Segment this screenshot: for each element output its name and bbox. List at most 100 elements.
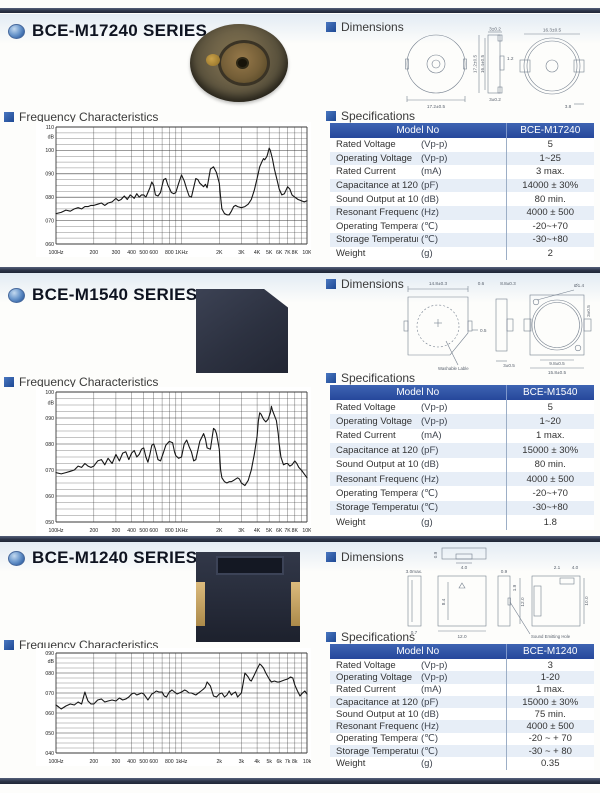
dim-label: 16.4±0.5 — [480, 55, 485, 74]
spec-value: 1~20 — [505, 414, 594, 429]
spec-row: Capacitance at 120Hz(pF) 15000 ± 30% — [330, 443, 594, 458]
spec-value: 15000 ± 30% — [505, 695, 594, 709]
dim-label: 15.8±0.5 — [548, 370, 567, 375]
svg-text:2k: 2k — [217, 759, 223, 765]
svg-text:1kHz: 1kHz — [176, 759, 188, 765]
spec-unit: (g) — [421, 516, 433, 528]
spec-row: Rated Current (mA) 3 max. — [330, 165, 594, 179]
dimensions-header-text: Dimensions — [341, 550, 404, 564]
svg-text:4K: 4K — [254, 250, 261, 256]
spec-value: 3 max. — [505, 165, 594, 179]
spec-label: Weight — [336, 516, 366, 528]
svg-text:5k: 5k — [266, 759, 272, 765]
spec-value: -30 ~ + 80 — [505, 745, 594, 758]
square-bullet-icon — [4, 112, 14, 122]
square-bullet-icon — [326, 552, 336, 562]
spec-label: Operating Temperature — [336, 488, 418, 500]
spec-unit: (Hz) — [421, 473, 439, 485]
spec-row: Sound Output at 10cm(dB) 80 min. — [330, 457, 594, 472]
specifications-header: Specifications — [326, 109, 415, 123]
spec-unit: (Vp-p) — [421, 152, 448, 164]
divider-bar-1 — [0, 267, 600, 273]
dim-label: 9.8±0.5 — [549, 361, 565, 366]
svg-text:6K: 6K — [276, 528, 283, 534]
spec-row: Operating Voltage (Vp-p) 1~25 — [330, 151, 594, 166]
spec-row: Operating Voltage (Vp-p) 1-20 — [330, 671, 594, 684]
spec-row: Capacitance at 120Hz(pF) 14000 ± 30% — [330, 178, 594, 193]
spec-header-row: Model No BCE-M17240 — [330, 123, 594, 138]
dim-note: Washable Lable — [438, 366, 469, 371]
buzzer-body — [190, 24, 288, 102]
divider-bar-bottom — [0, 778, 600, 784]
spec-unit: (dB) — [421, 193, 439, 205]
spec-unit: (Hz) — [421, 721, 439, 733]
svg-text:100Hz: 100Hz — [49, 528, 64, 534]
frequency-header: Frequency Characteristics — [4, 375, 158, 389]
spec-row: Resonant Frequency (Hz) 4000 ± 500 — [330, 471, 594, 487]
series-bullet-icon — [8, 23, 25, 39]
svg-text:060: 060 — [45, 711, 54, 717]
spec-unit: (Vp-p) — [421, 139, 448, 151]
spec-row: Storage Temperature (℃) -30~+80 — [330, 500, 594, 516]
svg-text:400: 400 — [127, 250, 136, 256]
dim-label: 1.9 — [512, 584, 517, 591]
dim-label: 0.9 — [433, 551, 438, 558]
spec-value: -30~+80 — [505, 500, 594, 516]
svg-text:040: 040 — [45, 751, 54, 757]
spec-label: Rated Current — [336, 430, 396, 442]
dim-label: 8.4 — [441, 598, 446, 605]
svg-text:100Hz: 100Hz — [49, 759, 64, 765]
series-title-text: BCE-M17240 SERIES — [32, 21, 208, 40]
svg-text:800: 800 — [165, 528, 174, 534]
series-title: BCE-M1540 SERIES — [8, 285, 197, 305]
frequency-header-text: Frequency Characteristics — [19, 375, 159, 389]
spec-label: Capacitance at 120Hz — [336, 696, 418, 708]
svg-text:070: 070 — [45, 218, 54, 224]
square-bullet-icon — [4, 377, 14, 387]
spec-value: -20~+70 — [505, 219, 594, 234]
svg-text:100Hz: 100Hz — [49, 250, 64, 256]
spec-row: Sound Output at 10cm(dB) 80 min. — [330, 192, 594, 206]
section-bce-m17240: BCE-M17240 SERIES Dimensions 17.2±0.5 3±… — [0, 14, 600, 267]
spec-row: Rated Voltage (Vp-p) 3 — [330, 659, 594, 672]
dimensions-header-text: Dimensions — [341, 277, 404, 291]
svg-text:090: 090 — [45, 172, 54, 178]
svg-text:3K: 3K — [238, 528, 245, 534]
spec-unit: (℃) — [421, 745, 438, 757]
dim-label: 0.5 — [480, 328, 487, 333]
spec-unit: (℃) — [421, 502, 438, 514]
series-title-text: BCE-M1240 SERIES — [32, 548, 198, 567]
spec-row: Rated Current (mA) 1 max. — [330, 683, 594, 696]
spec-col-value: BCE-M17240 — [505, 123, 594, 138]
svg-text:800: 800 — [165, 759, 174, 765]
svg-text:400: 400 — [127, 759, 136, 765]
svg-text:10K: 10K — [302, 250, 311, 256]
svg-text:5K: 5K — [266, 250, 273, 256]
svg-text:070: 070 — [45, 468, 54, 474]
dim-label: 3.8 — [565, 104, 572, 109]
svg-text:300: 300 — [112, 250, 121, 256]
spec-label: Rated Voltage — [336, 401, 396, 413]
svg-text:8K: 8K — [292, 528, 299, 534]
svg-text:5K: 5K — [266, 528, 273, 534]
spec-value: 1 max. — [505, 428, 594, 444]
spec-value: 1~25 — [505, 151, 594, 166]
svg-text:600: 600 — [149, 528, 158, 534]
svg-text:1KHz: 1KHz — [175, 250, 188, 256]
section-header-band — [0, 542, 600, 572]
spec-value: 75 min. — [505, 708, 594, 721]
divider-bar-top — [0, 8, 600, 13]
svg-text:10k: 10k — [303, 759, 311, 765]
dim-label: 3±0.5 — [503, 363, 515, 368]
spec-unit: (Vp-p) — [421, 671, 448, 683]
spec-label: Sound Output at 10cm — [336, 708, 418, 720]
product-photo-round-buzzer — [180, 22, 298, 106]
dim-label: 4.0 — [461, 565, 468, 570]
dim-label: 17.2±0.5 — [473, 55, 478, 74]
dimension-drawing: 14.8±0.3 0.6 0.5 Washable Lable 8.8±0.3 … — [403, 281, 592, 375]
spec-unit: (mA) — [421, 166, 442, 178]
spec-value: -30~+80 — [505, 233, 594, 247]
spec-value: -20 ~ + 70 — [505, 732, 594, 746]
specifications-header-text: Specifications — [341, 630, 416, 644]
